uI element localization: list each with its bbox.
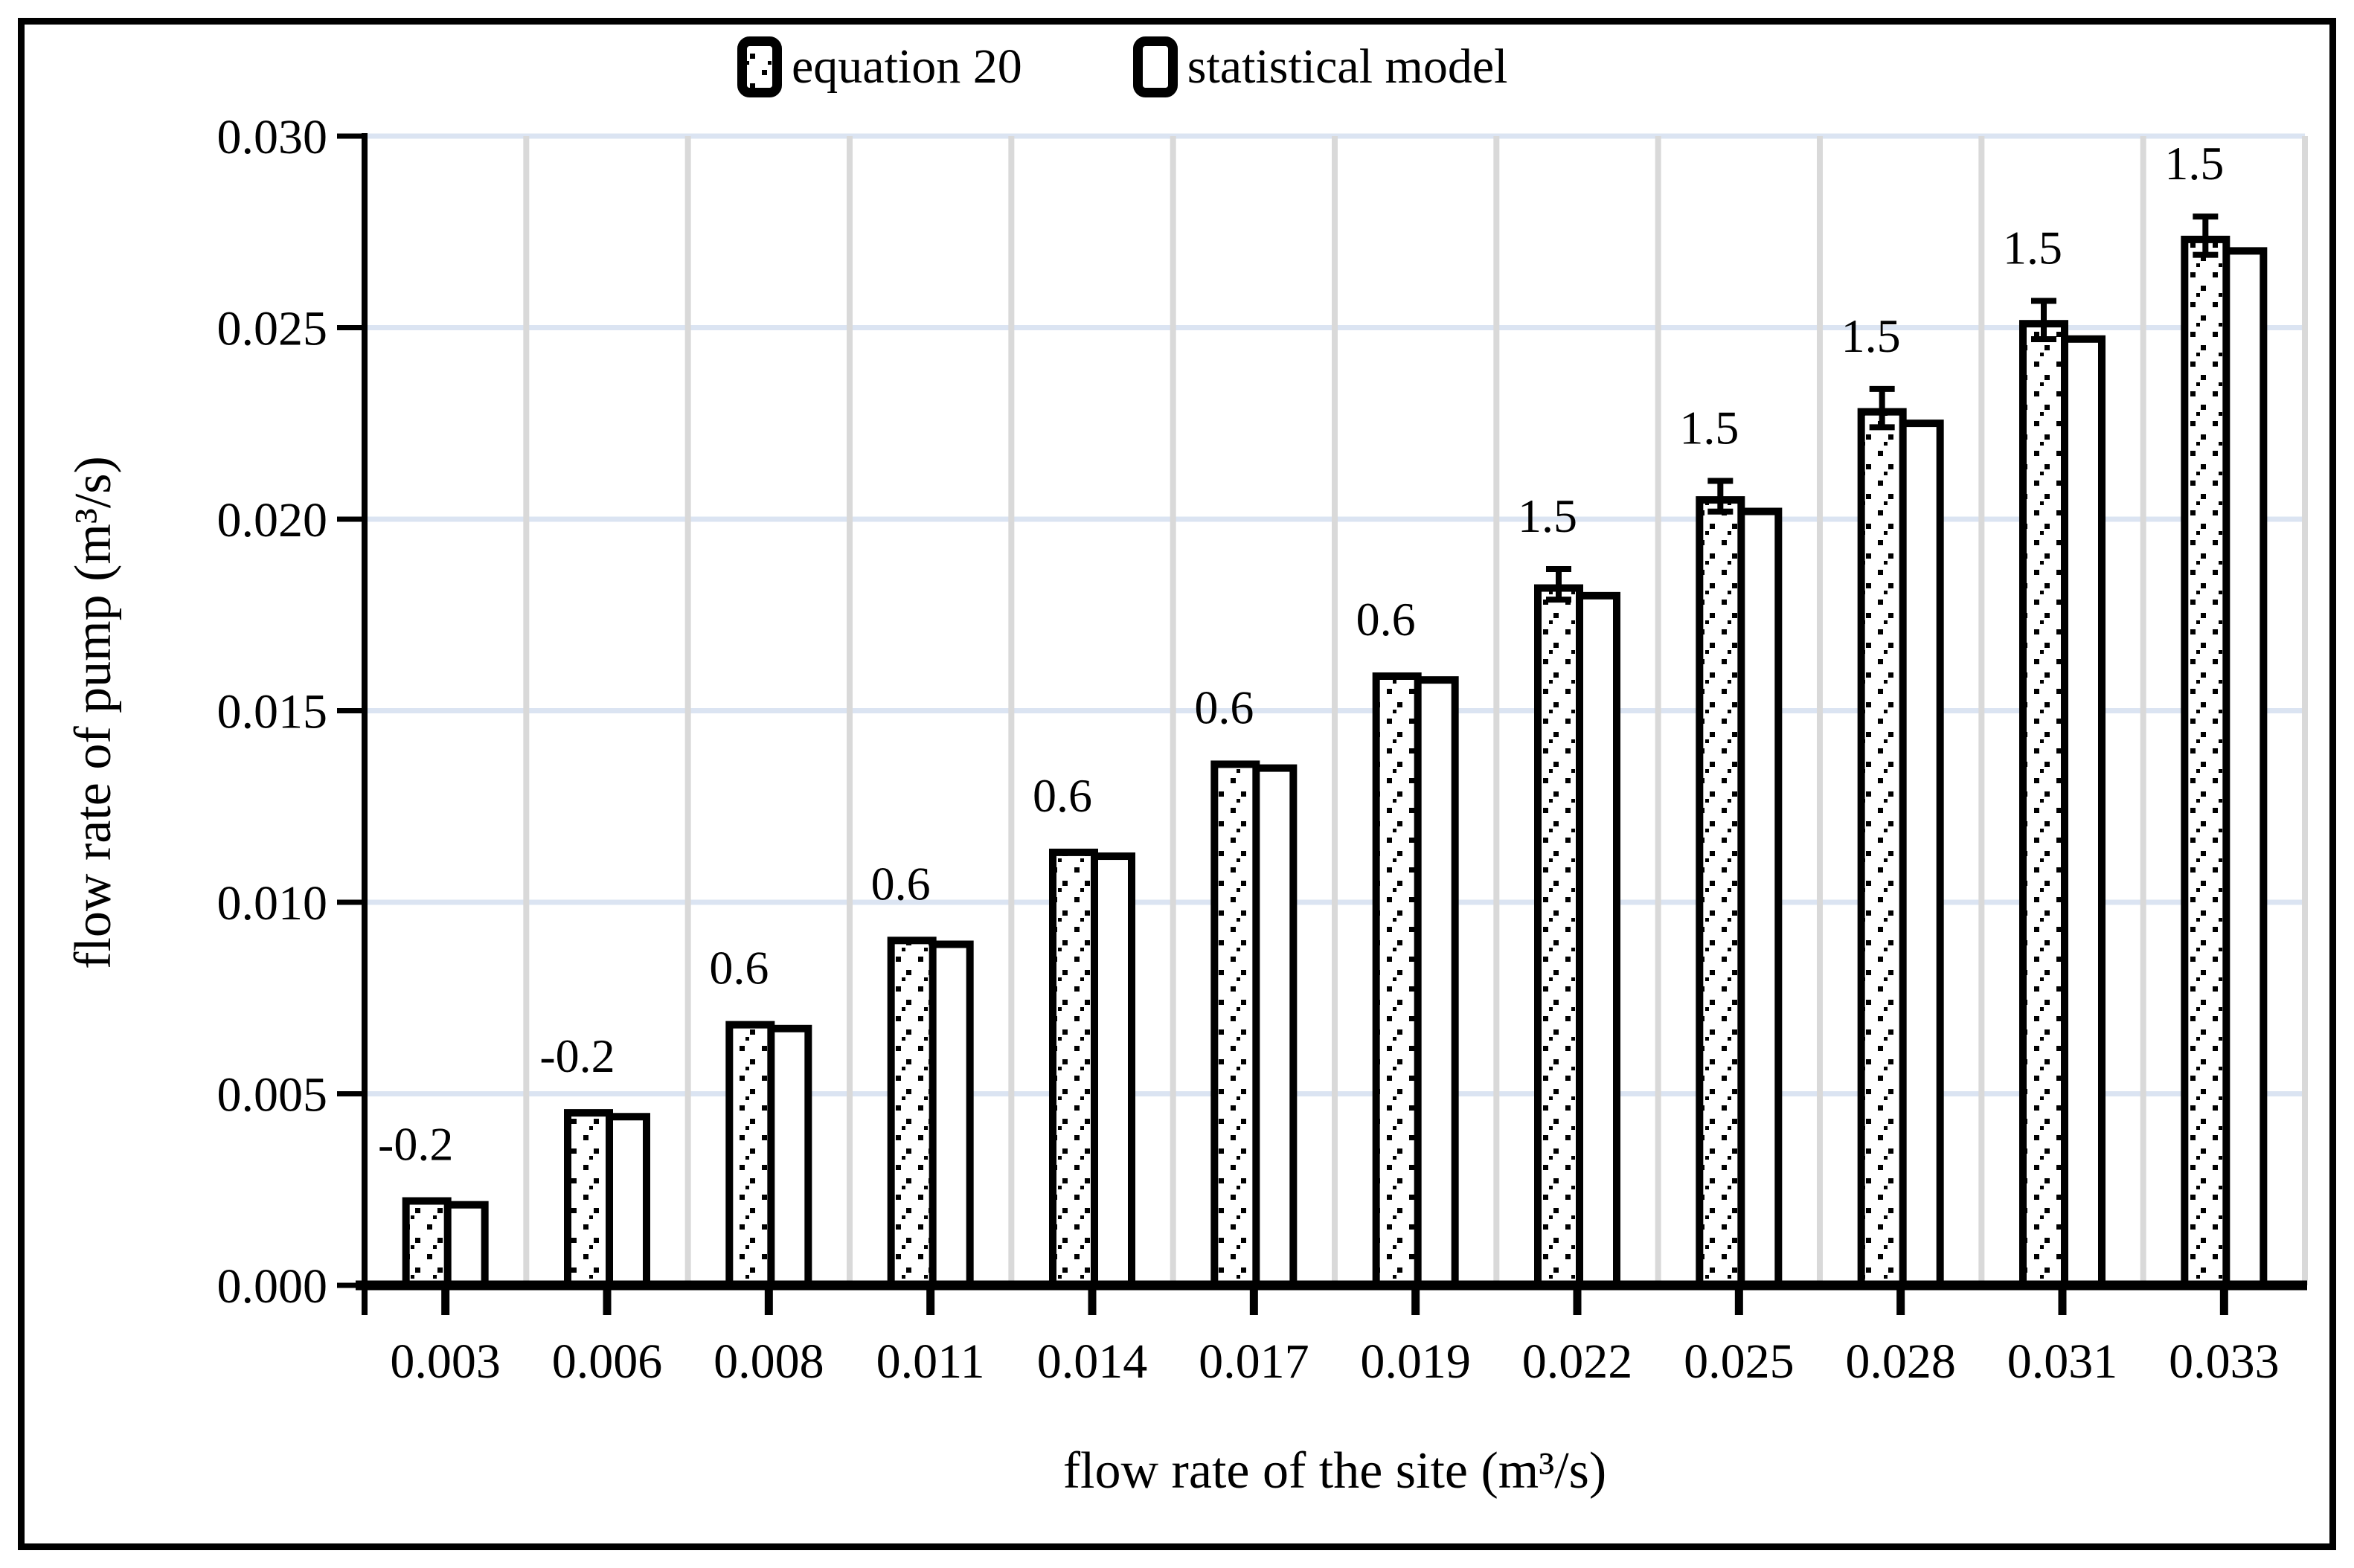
y-tick-label-0.015: 0.015 [217, 685, 328, 739]
bar-label-0.008: 0.6 [709, 942, 769, 995]
x-tick-label-0.025: 0.025 [1684, 1334, 1795, 1389]
legend-item-equation-20: equation 20 [737, 36, 1022, 98]
bar-label-0.031: 1.5 [2003, 221, 2062, 274]
bar-label-0.028: 1.5 [1841, 309, 1901, 362]
bar-equation-20-0.033 [2181, 235, 2230, 1289]
bar-equation-20-0.019 [1372, 672, 1422, 1289]
y-tick-label-0.025: 0.025 [217, 302, 328, 356]
x-tick-label-0.033: 0.033 [2169, 1334, 2280, 1389]
legend-swatch-dotted-icon [737, 36, 782, 97]
legend-item-statistical-model: statistical model [1132, 36, 1508, 98]
x-tick-label-0.011: 0.011 [876, 1334, 985, 1389]
legend-label-equation-20: equation 20 [792, 39, 1022, 94]
x-tick-label-0.031: 0.031 [2007, 1334, 2118, 1389]
bar-label-0.033: 1.5 [2164, 137, 2224, 190]
x-tick-label-0.014: 0.014 [1037, 1334, 1148, 1389]
bar-equation-20-0.022 [1534, 584, 1583, 1289]
legend: equation 20 statistical model [737, 36, 1508, 98]
bar-label-0.006: -0.2 [539, 1029, 615, 1082]
bar-equation-20-0.003 [402, 1197, 452, 1290]
bar-equation-20-0.008 [725, 1021, 775, 1290]
bar-equation-20-0.028 [1857, 408, 1907, 1289]
y-tick-label-0.000: 0.000 [217, 1259, 328, 1314]
y-tick-label-0.030: 0.030 [217, 110, 328, 164]
bar-equation-20-0.031 [2019, 320, 2068, 1290]
x-tick-label-0.006: 0.006 [552, 1334, 663, 1389]
bar-equation-20-0.025 [1696, 496, 1745, 1289]
bar-equation-20-0.006 [564, 1109, 613, 1289]
bar-equation-20-0.014 [1049, 848, 1098, 1289]
x-tick-label-0.008: 0.008 [713, 1334, 824, 1389]
x-tick-label-0.028: 0.028 [1845, 1334, 1956, 1389]
x-axis-title: flow rate of the site (m³/s) [1062, 1442, 1607, 1500]
y-tick-label-0.005: 0.005 [217, 1068, 328, 1122]
bar-label-0.022: 1.5 [1518, 489, 1577, 542]
legend-label-statistical-model: statistical model [1187, 39, 1508, 94]
y-tick-label-0.010: 0.010 [217, 876, 328, 931]
legend-swatch-white-icon [1132, 36, 1178, 97]
bar-label-0.017: 0.6 [1194, 681, 1254, 733]
x-tick-label-0.019: 0.019 [1360, 1334, 1471, 1389]
bar-equation-20-0.011 [887, 936, 937, 1289]
bar-equation-20-0.017 [1210, 760, 1260, 1289]
x-tick-label-0.003: 0.003 [390, 1334, 501, 1389]
bar-label-0.019: 0.6 [1356, 593, 1416, 646]
bar-label-0.025: 1.5 [1679, 402, 1739, 454]
chart-border [18, 18, 2336, 1550]
y-tick-label-0.020: 0.020 [217, 493, 328, 547]
x-tick-label-0.022: 0.022 [1522, 1334, 1633, 1389]
x-tick-label-0.017: 0.017 [1199, 1334, 1309, 1389]
bar-label-0.011: 0.6 [871, 857, 931, 910]
bar-label-0.003: -0.2 [378, 1118, 453, 1171]
bar-label-0.014: 0.6 [1033, 769, 1092, 822]
